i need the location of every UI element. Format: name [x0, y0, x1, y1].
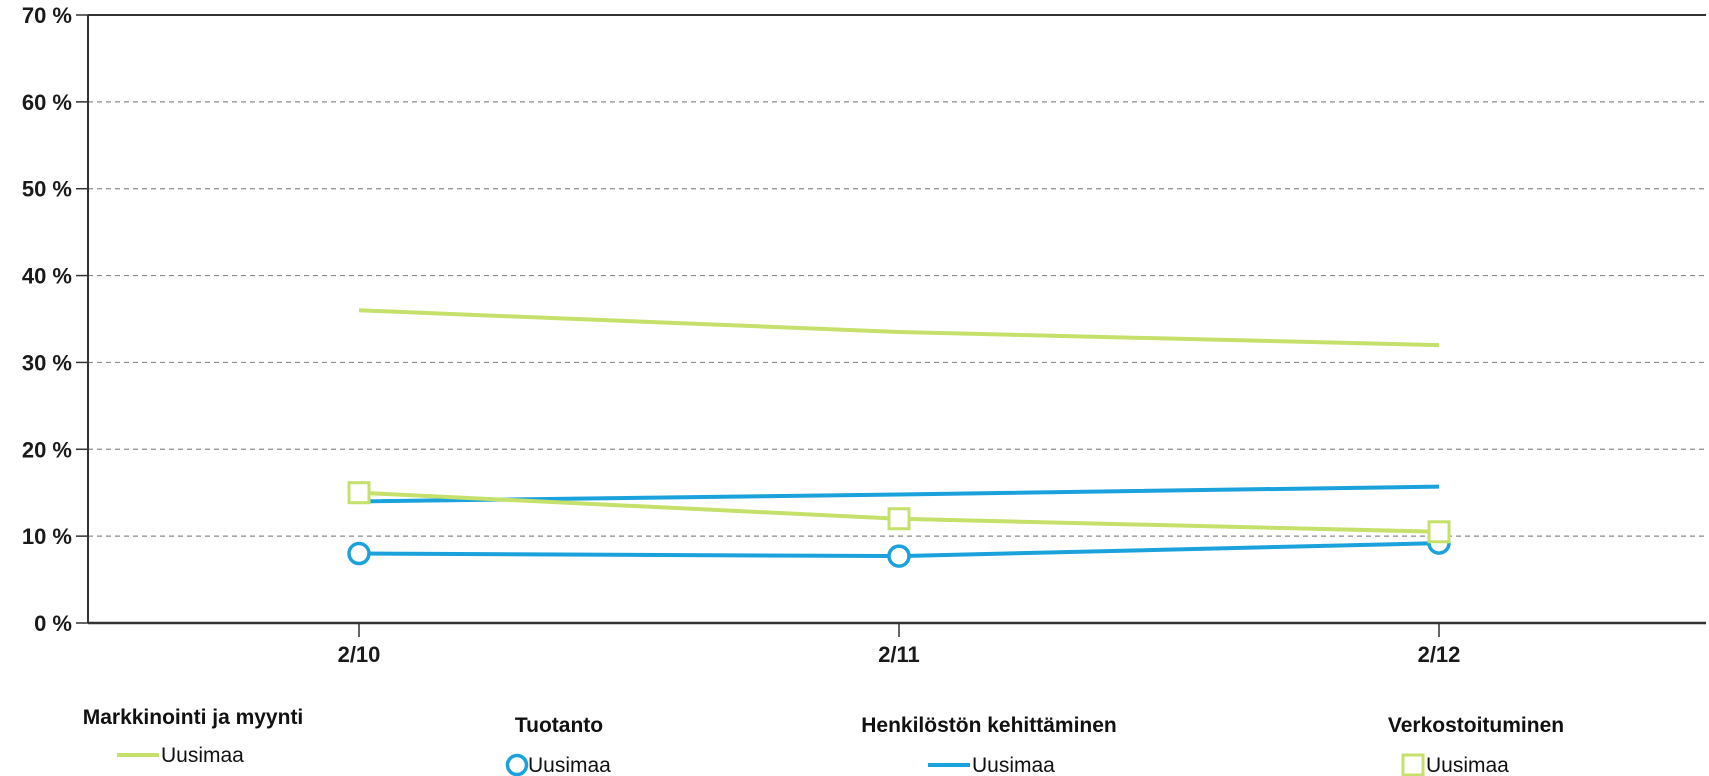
legend-series-label: Uusimaa	[528, 754, 611, 776]
legend-group-4: Verkostoituminen Uusimaa	[1388, 714, 1564, 776]
series-line-3	[358, 484, 1440, 504]
legend-group-1: Markkinointi ja myynti Uusimaa	[83, 706, 304, 767]
x-axis-ticks: 2/10 2/11 2/12	[338, 623, 1461, 667]
x-tick-label: 2/10	[338, 642, 381, 667]
legend-series-label: Uusimaa	[1426, 754, 1509, 776]
data-point-square	[887, 507, 911, 531]
legend-swatch	[1401, 753, 1425, 776]
x-tick-label: 2/11	[878, 642, 920, 667]
gridlines	[88, 101, 1706, 537]
data-point-square	[1427, 520, 1451, 544]
y-tick-label: 40 %	[22, 264, 72, 289]
y-axis-ticks: 0 % 10 % 20 % 30 % 40 % 50 % 60 % 70 %	[22, 3, 88, 636]
legend: Markkinointi ja myynti Uusimaa Tuotanto Uus…	[83, 706, 1564, 776]
legend-group-title: Markkinointi ja myynti	[83, 706, 304, 729]
axes	[87, 14, 1706, 625]
legend-series-label: Uusimaa	[161, 744, 244, 767]
legend-group-title: Henkilöstön kehittäminen	[861, 714, 1117, 737]
y-tick-label: 50 %	[22, 177, 72, 202]
legend-group-title: Tuotanto	[515, 714, 603, 737]
legend-series-label: Uusimaa	[972, 754, 1055, 776]
series-line-1	[358, 308, 1440, 348]
y-tick-label: 60 %	[22, 90, 72, 115]
y-tick-label: 20 %	[22, 437, 72, 462]
x-tick-label: 2/12	[1418, 642, 1461, 667]
y-tick-label: 70 %	[22, 3, 72, 28]
legend-group-title: Verkostoituminen	[1388, 714, 1564, 737]
series-markers	[347, 481, 1451, 568]
legend-group-2: Tuotanto Uusimaa	[505, 714, 611, 776]
y-tick-label: 30 %	[22, 350, 72, 375]
legend-swatch	[505, 753, 529, 776]
data-point-square	[347, 481, 371, 505]
y-tick-label: 10 %	[22, 524, 72, 549]
data-point-circle	[887, 544, 911, 568]
data-point-circle	[347, 541, 371, 566]
y-tick-label: 0 %	[34, 611, 72, 636]
legend-group-3: Henkilöstön kehittäminen Uusimaa	[861, 714, 1117, 776]
